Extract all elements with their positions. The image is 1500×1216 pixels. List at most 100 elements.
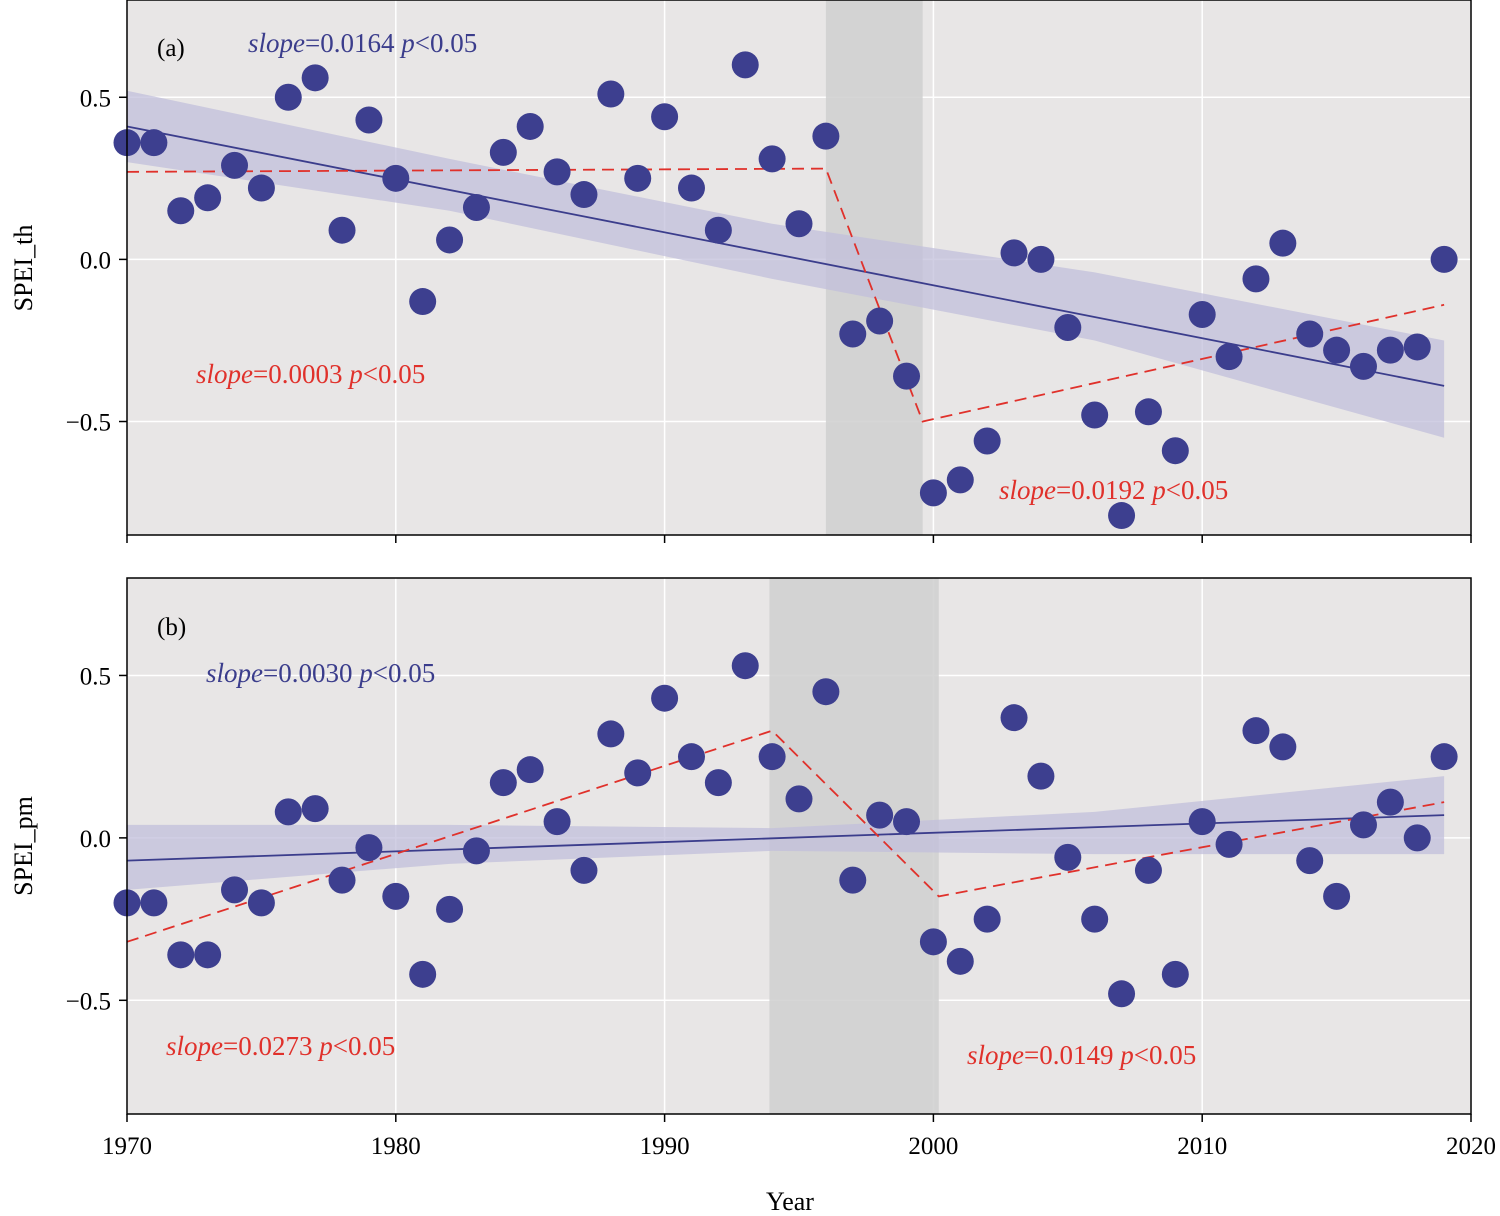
data-point — [919, 479, 947, 507]
panel-b-piecewise-trend — [126, 729, 1445, 943]
panel-b-first-segment-p-word: p — [317, 1031, 333, 1061]
panel-b-last-segment-slope-value: =0.0149 — [1024, 1040, 1120, 1070]
data-point — [1081, 905, 1109, 933]
panel-b-last-segment-annotation: slope=0.0149 p<0.05 — [967, 1040, 1196, 1070]
data-point — [570, 856, 598, 884]
x-tick-label: 2010 — [1177, 1133, 1227, 1160]
data-point — [1215, 830, 1243, 858]
panel-b-overall-p-word: p — [357, 658, 373, 688]
data-point — [1323, 336, 1351, 364]
data-point — [194, 941, 222, 969]
panel-a-x-ticks — [126, 535, 1472, 543]
panel-a-first-segment-slope-value: =0.0003 — [253, 359, 349, 389]
data-point — [301, 795, 329, 823]
data-point — [355, 834, 383, 862]
data-point — [462, 194, 490, 222]
panel-b-frame — [126, 577, 1472, 1115]
panel-a-first-segment-slope-word: slope — [196, 359, 253, 389]
data-point — [1188, 301, 1216, 329]
panel-a-label: (a) — [157, 35, 185, 62]
panel-b-label: (b) — [157, 614, 186, 641]
panel-b-confidence-band — [127, 776, 1445, 890]
panel-a-confidence-band — [127, 90, 1445, 438]
data-point — [946, 466, 974, 494]
data-point — [624, 164, 652, 192]
data-point — [1403, 824, 1431, 852]
panel-a-y-axis-title: SPEI_th — [9, 225, 38, 312]
panel-a-y-ticks: −0.5 0.0 0.5 — [66, 85, 127, 437]
data-point — [866, 307, 894, 335]
data-point — [1134, 856, 1162, 884]
data-point — [382, 882, 410, 910]
data-point — [221, 876, 249, 904]
data-point — [355, 106, 383, 134]
data-point — [704, 769, 732, 797]
panel-b-last-segment-p-value: <0.05 — [1134, 1040, 1196, 1070]
data-point — [543, 158, 571, 186]
data-point — [1296, 847, 1324, 875]
data-point — [785, 210, 813, 238]
data-point — [704, 216, 732, 244]
y-tick-label: 0.0 — [80, 247, 111, 274]
data-point — [1054, 313, 1082, 341]
data-point — [1403, 333, 1431, 361]
data-point — [973, 427, 1001, 455]
panel-a-last-segment-slope-value: =0.0192 — [1056, 475, 1152, 505]
data-point — [731, 51, 759, 79]
data-point — [812, 678, 840, 706]
data-point — [274, 83, 302, 111]
panel-a: −0.50.00.5 SPEI_th (a) slope=0.0164 p<0.… — [9, 0, 1472, 543]
data-point — [1081, 401, 1109, 429]
panel-b-overall-slope-value: =0.0030 — [263, 658, 359, 688]
panel-a-last-segment-annotation: slope=0.0192 p<0.05 — [999, 475, 1228, 505]
data-point — [1161, 437, 1189, 465]
data-point — [221, 151, 249, 179]
data-point — [1188, 808, 1216, 836]
data-point — [1161, 960, 1189, 988]
data-point — [973, 905, 1001, 933]
data-point — [194, 184, 222, 212]
panel-b-first-segment-slope-value: =0.0273 — [223, 1031, 319, 1061]
data-point — [1323, 882, 1351, 910]
data-point — [1349, 352, 1377, 380]
data-point — [1108, 502, 1136, 530]
data-point — [409, 288, 437, 316]
data-point — [167, 197, 195, 225]
data-point — [543, 808, 571, 836]
x-tick-label: 1970 — [102, 1133, 152, 1160]
panel-a-last-segment-p-word: p — [1150, 475, 1166, 505]
panel-a-points — [113, 51, 1458, 530]
data-point — [893, 362, 921, 390]
data-point — [1027, 245, 1055, 273]
panel-b-overall-p-value: <0.05 — [373, 658, 435, 688]
panel-a-piecewise-trend — [126, 167, 1445, 423]
data-point — [1376, 336, 1404, 364]
panel-b-last-segment-slope-word: slope — [967, 1040, 1024, 1070]
x-axis-title: Year — [766, 1187, 814, 1216]
y-tick-label: 0.5 — [80, 663, 111, 690]
panel-a-first-segment-annotation: slope=0.0003 p<0.05 — [196, 359, 425, 389]
data-point — [1215, 343, 1243, 371]
panel-b-first-segment-annotation: slope=0.0273 p<0.05 — [166, 1031, 395, 1061]
x-tick-label: 2020 — [1446, 1133, 1496, 1160]
panel-a-first-segment-p-value: <0.05 — [363, 359, 425, 389]
data-point — [462, 837, 490, 865]
data-point — [167, 941, 195, 969]
data-point — [677, 743, 705, 771]
panel-b-y-axis-title: SPEI_pm — [9, 796, 38, 896]
data-point — [839, 320, 867, 348]
data-point — [274, 798, 302, 826]
data-point — [785, 785, 813, 813]
data-point — [409, 960, 437, 988]
panel-b-linear-trend — [126, 814, 1445, 862]
data-point — [758, 145, 786, 173]
data-point — [1054, 843, 1082, 871]
data-point — [651, 684, 679, 712]
panel-a-frame — [126, 0, 1472, 536]
data-point — [597, 720, 625, 748]
panel-a-last-segment-p-value: <0.05 — [1166, 475, 1228, 505]
data-point — [140, 889, 168, 917]
x-tick-label: 1980 — [371, 1133, 421, 1160]
data-point — [140, 129, 168, 157]
